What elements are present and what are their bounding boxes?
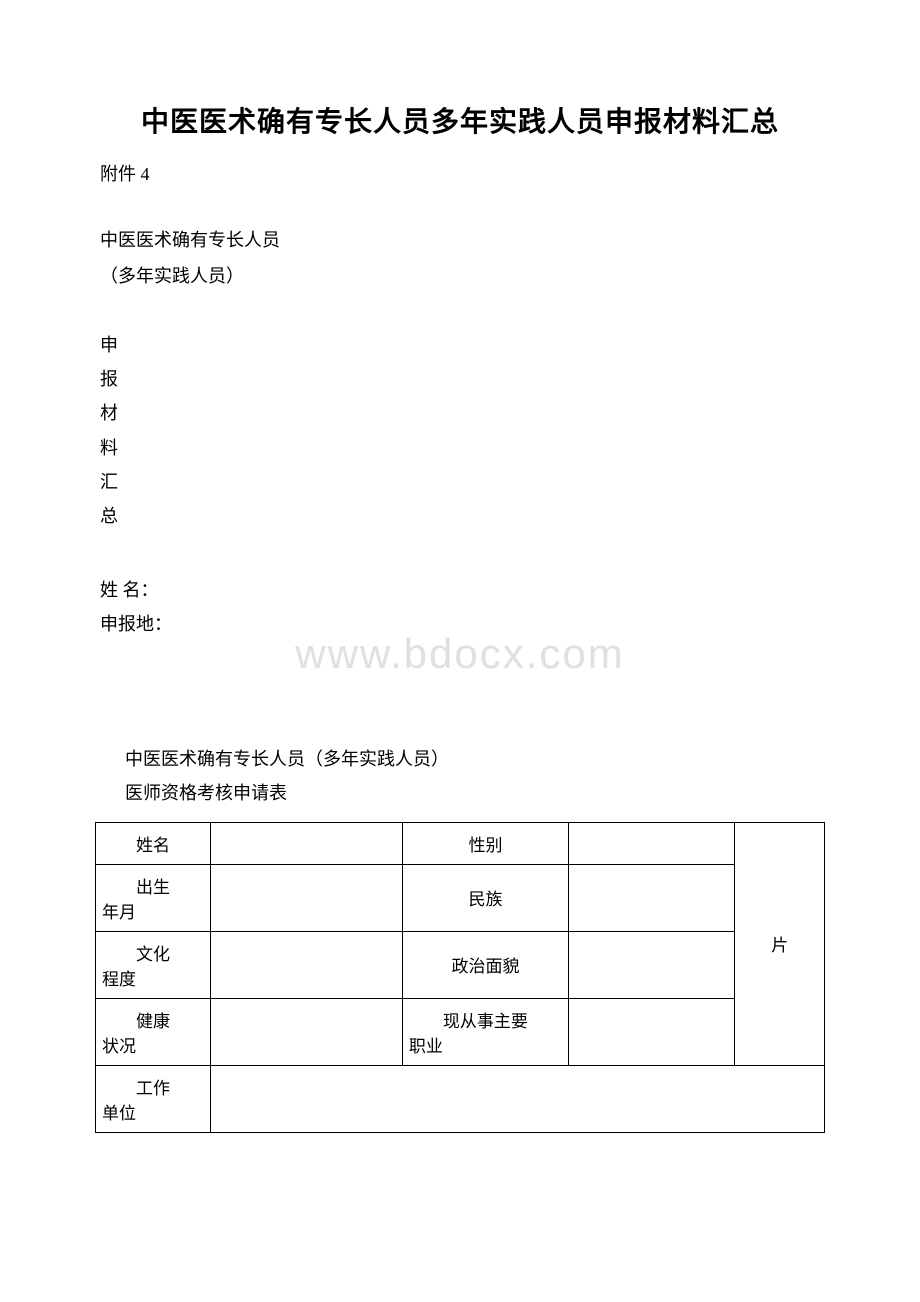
vertical-char: 材 xyxy=(100,396,825,430)
table-title-1: 中医医术确有专长人员（多年实践人员） xyxy=(95,742,825,776)
value-education xyxy=(211,931,403,998)
attachment-label: 附件 4 xyxy=(95,160,825,186)
value-gender xyxy=(569,822,735,864)
value-workplace xyxy=(211,1065,825,1132)
name-field-label: 姓 名： xyxy=(95,573,825,607)
value-occupation xyxy=(569,998,735,1065)
vertical-char: 总 xyxy=(100,499,825,533)
label-birthdate: 出生 年月 xyxy=(96,864,211,931)
value-health xyxy=(211,998,403,1065)
label-health: 健康 状况 xyxy=(96,998,211,1065)
value-birthdate xyxy=(211,864,403,931)
vertical-char: 报 xyxy=(100,362,825,396)
value-ethnicity xyxy=(569,864,735,931)
vertical-char: 料 xyxy=(100,431,825,465)
table-title-2: 医师资格考核申请表 xyxy=(95,776,825,810)
table-row: 工作 单位 xyxy=(96,1065,825,1132)
photo-cell: 片 xyxy=(735,822,825,1065)
location-field-label: 申报地： xyxy=(95,607,825,641)
table-row: 出生 年月 民族 xyxy=(96,864,825,931)
main-title: 中医医术确有专长人员多年实践人员申报材料汇总 xyxy=(95,100,825,140)
document-content: 中医医术确有专长人员多年实践人员申报材料汇总 附件 4 中医医术确有专长人员 （… xyxy=(95,100,825,1133)
vertical-char: 汇 xyxy=(100,465,825,499)
vertical-char: 申 xyxy=(100,328,825,362)
section-line-2: （多年实践人员） xyxy=(95,262,825,288)
table-row: 文化 程度 政治面貌 xyxy=(96,931,825,998)
application-form-table: 姓名 性别 片 出生 年月 民族 文化 程度 政治面貌 健 xyxy=(95,822,825,1133)
value-name xyxy=(211,822,403,864)
label-occupation: 现从事主要 职业 xyxy=(402,998,568,1065)
label-political: 政治面貌 xyxy=(402,931,568,998)
section-line-1: 中医医术确有专长人员 xyxy=(95,226,825,252)
label-gender: 性别 xyxy=(402,822,568,864)
label-ethnicity: 民族 xyxy=(402,864,568,931)
label-education: 文化 程度 xyxy=(96,931,211,998)
label-name: 姓名 xyxy=(96,822,211,864)
table-row: 健康 状况 现从事主要 职业 xyxy=(96,998,825,1065)
value-political xyxy=(569,931,735,998)
table-row: 姓名 性别 片 xyxy=(96,822,825,864)
vertical-text-block: 申 报 材 料 汇 总 xyxy=(95,328,825,533)
label-workplace: 工作 单位 xyxy=(96,1065,211,1132)
